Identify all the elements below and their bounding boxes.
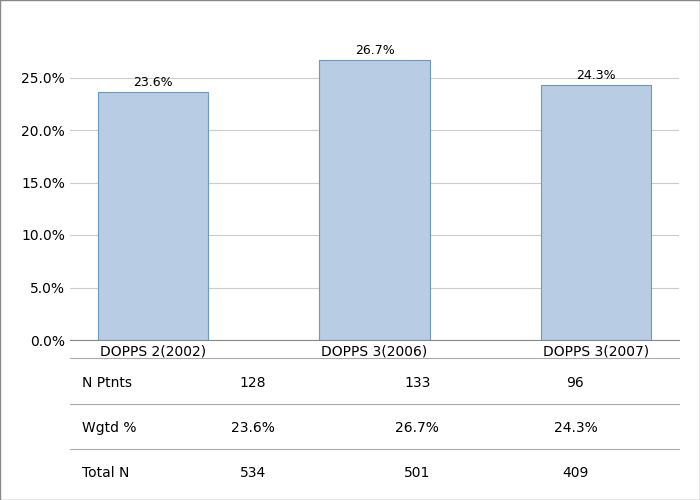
Text: 96: 96 — [566, 376, 584, 390]
Text: 501: 501 — [404, 466, 430, 480]
Text: 23.6%: 23.6% — [231, 421, 274, 435]
Text: 409: 409 — [562, 466, 589, 480]
Text: 24.3%: 24.3% — [554, 421, 597, 435]
Text: Total N: Total N — [82, 466, 130, 480]
Text: 534: 534 — [239, 466, 266, 480]
Text: 128: 128 — [239, 376, 266, 390]
Bar — [540, 85, 651, 340]
Text: 133: 133 — [404, 376, 430, 390]
Bar — [319, 60, 430, 340]
Text: 26.7%: 26.7% — [395, 421, 439, 435]
Bar — [98, 92, 209, 340]
Text: 26.7%: 26.7% — [355, 44, 394, 57]
Text: Wgtd %: Wgtd % — [82, 421, 136, 435]
Text: 24.3%: 24.3% — [576, 68, 616, 82]
Text: N Ptnts: N Ptnts — [82, 376, 132, 390]
Text: 23.6%: 23.6% — [133, 76, 173, 89]
